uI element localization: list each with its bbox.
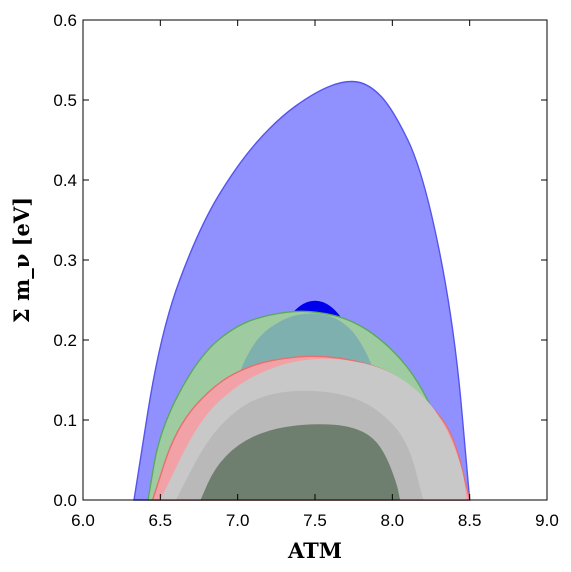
x-tick-label: 6.0 [71, 511, 95, 530]
y-tick-label: 0.2 [53, 331, 77, 350]
x-tick-label: 7.5 [303, 511, 327, 530]
y-tick-label: 0.1 [53, 411, 77, 430]
x-tick-label: 7.0 [226, 511, 250, 530]
axis-ticks [82, 19, 548, 501]
x-tick-label: 6.5 [149, 511, 173, 530]
tick-labels: 6.0 6.5 7.0 7.5 8.0 8.5 9.0 0.0 0.1 0.2 0.3 0.4 0.5 0… [53, 11, 558, 530]
x-tick-label: 8.5 [458, 511, 482, 530]
contour-region-8 [200, 424, 401, 500]
x-tick-label: 9.0 [535, 511, 559, 530]
y-tick-label: 0.6 [53, 11, 77, 30]
y-tick-label: 0.4 [53, 171, 77, 190]
x-tick-label: 8.0 [381, 511, 405, 530]
plot-area [133, 80, 471, 501]
x-axis-label: ATM [287, 538, 342, 563]
y-tick-label: 0.0 [53, 491, 77, 510]
y-tick-label: 0.3 [53, 251, 77, 270]
y-tick-label: 0.5 [53, 91, 77, 110]
y-axis-label: Σ m_ν [eV] [9, 197, 34, 323]
